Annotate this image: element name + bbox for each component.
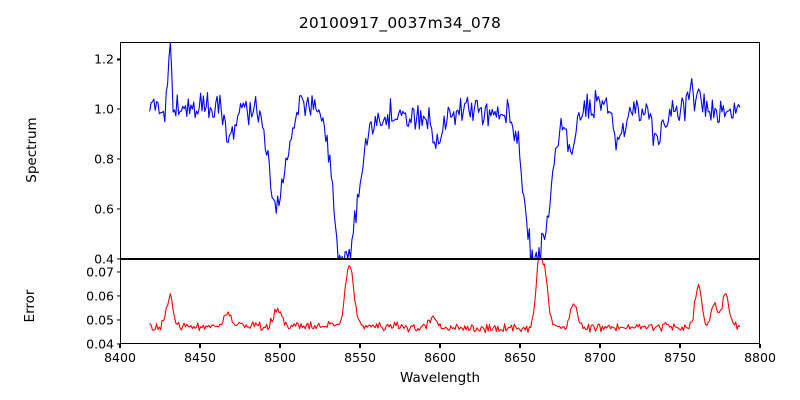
spectrum-axes (120, 42, 760, 259)
xtick-label: 8800 (744, 350, 776, 365)
error-plot-area (121, 260, 759, 343)
ytick-mark (116, 108, 120, 110)
ytick-mark (116, 295, 120, 297)
xtick-label: 8500 (264, 350, 296, 365)
error-y-axis-label: Error (22, 289, 38, 323)
spectrum-ytick-labels: 0.4 0.6 0.8 1.0 1.2 (62, 42, 114, 267)
ytick-mark (116, 319, 120, 321)
ytick-label: 0.6 (94, 201, 114, 217)
xtick-mark (199, 344, 201, 348)
xtick-mark (599, 344, 601, 348)
xtick-label: 8450 (184, 350, 216, 365)
error-ytick-labels: 0.04 0.05 0.06 0.07 (62, 259, 114, 352)
error-axes (120, 259, 760, 344)
xtick-label: 8400 (104, 350, 136, 365)
error-line (150, 260, 740, 333)
xtick-mark (359, 344, 361, 348)
xtick-mark (759, 344, 761, 348)
spectrum-y-axis-label: Spectrum (24, 117, 40, 183)
xtick-mark (679, 344, 681, 348)
xtick-mark (279, 344, 281, 348)
ytick-label: 0.4 (94, 251, 114, 267)
ytick-label: 1.2 (94, 51, 114, 67)
ytick-mark (116, 58, 120, 60)
ytick-mark (116, 258, 120, 260)
xtick-label: 8600 (424, 350, 456, 365)
xtick-label: 8750 (664, 350, 696, 365)
ytick-mark (116, 158, 120, 160)
xtick-label: 8550 (344, 350, 376, 365)
xtick-label: 8650 (504, 350, 536, 365)
xtick-mark (519, 344, 521, 348)
xtick-mark (439, 344, 441, 348)
spectrum-plot-area (121, 43, 759, 258)
ytick-label: 0.06 (86, 288, 114, 304)
ytick-mark (116, 271, 120, 273)
ytick-label: 0.8 (94, 151, 114, 167)
spectrum-line (150, 43, 740, 258)
chart-title: 20100917_0037m34_078 (298, 14, 502, 32)
x-axis-label: Wavelength (399, 370, 481, 386)
ytick-mark (116, 343, 120, 345)
ytick-label: 0.05 (86, 312, 114, 328)
xtick-mark (119, 344, 121, 348)
ytick-label: 0.04 (86, 336, 114, 352)
ytick-label: 0.07 (86, 264, 114, 280)
ytick-label: 1.0 (94, 101, 114, 117)
ytick-mark (116, 208, 120, 210)
xtick-label: 8700 (584, 350, 616, 365)
